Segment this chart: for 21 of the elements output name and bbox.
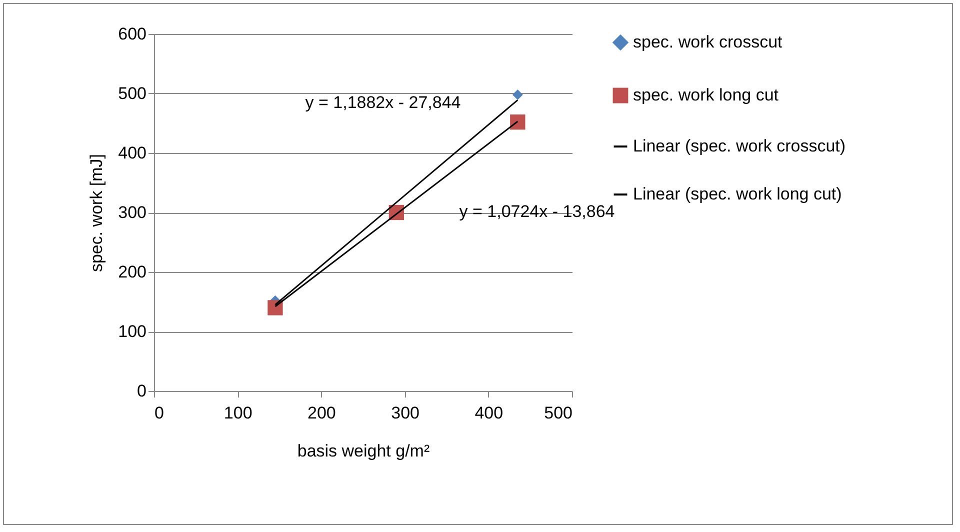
y-tick-label: 200 [118,262,146,282]
x-tick-label: 500 [544,404,572,422]
y-tick-label: 600 [118,24,146,44]
annotation: y = 1,1882x - 27,844 [305,93,461,112]
x-tick-label: 100 [224,404,252,422]
legend-label: Linear (spec. work crosscut) [633,136,846,156]
y-tick-label: 100 [118,322,146,341]
x-tick-label: 400 [474,404,504,422]
y-tick-label: 0 [137,382,146,400]
x-tick-label: 200 [308,404,336,422]
x-tick-label: 300 [391,404,420,422]
y-tick-label: 300 [118,203,146,222]
y-tick-label: 400 [118,144,146,162]
legend-label: spec. work long cut [633,86,779,104]
x-axis-title: basis weight g/m² [297,442,430,460]
x-tick-label: 0 [154,404,164,422]
legend-label: Linear (spec. work long cut) [633,184,842,204]
y-tick-label: 500 [118,84,146,103]
legend-label: spec. work crosscut [633,32,783,52]
annotation: y = 1,0724x - 13,864 [459,202,615,221]
y-axis-title: spec. work [mJ] [87,154,106,272]
